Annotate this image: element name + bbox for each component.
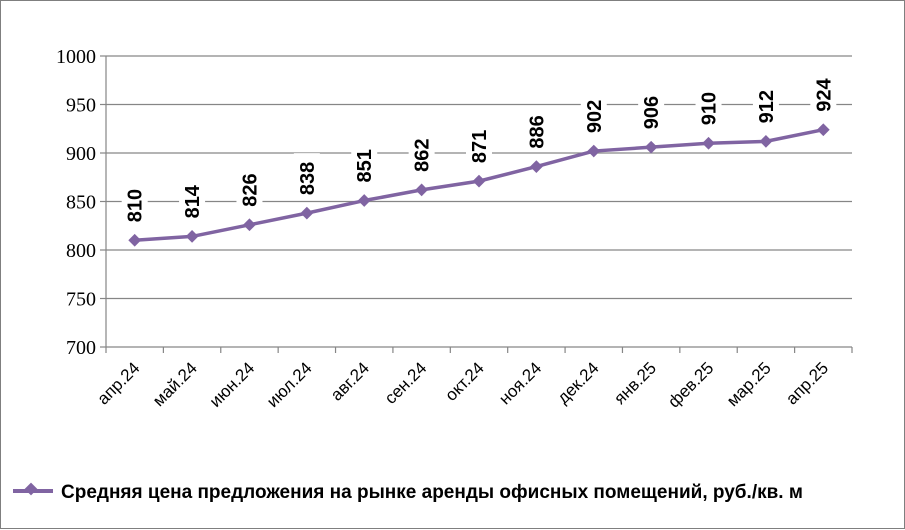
y-tick-label: 700 (66, 337, 96, 359)
data-label-background (179, 176, 206, 221)
x-tick-label: янв.25 (610, 358, 660, 408)
data-label-background (351, 140, 378, 185)
data-label: 838 (297, 162, 319, 195)
y-axis-ticks: 700 750 800 850 900 950 1000 (56, 46, 96, 359)
data-label: 871 (469, 130, 491, 163)
data-point-marker (243, 218, 256, 232)
data-point-marker (816, 123, 830, 137)
data-point-marker (472, 174, 486, 188)
data-point-marker (128, 233, 142, 247)
x-tick-label: фев.25 (664, 358, 717, 411)
data-label-background (523, 106, 550, 151)
data-label-background (638, 87, 665, 132)
y-tick-label: 900 (66, 143, 96, 165)
gridlines (106, 55, 852, 300)
data-point-marker (702, 136, 715, 150)
data-label-background (121, 180, 148, 225)
data-label: 886 (526, 115, 548, 148)
data-point-marker (300, 206, 314, 220)
legend: Средняя цена предложения на рынке аренды… (13, 482, 803, 503)
data-point-marker (357, 194, 371, 207)
data-label-background (236, 164, 263, 209)
x-tick-label: сен.24 (381, 358, 430, 407)
x-tick-label: май.24 (149, 358, 201, 410)
x-tick-label: апр.24 (93, 358, 143, 408)
axes (100, 55, 853, 353)
x-tick-label: дек.24 (553, 358, 602, 407)
x-tick-label: апр.25 (782, 358, 832, 408)
data-label: 826 (239, 173, 261, 206)
data-label: 910 (699, 92, 721, 125)
data-labels: 810 814 826 838 851 862 871 886 902 906 910 912 924 (121, 69, 837, 225)
data-point-marker (530, 160, 543, 173)
x-tick-label: авг.24 (327, 358, 373, 404)
y-tick-label: 800 (66, 240, 96, 262)
data-label-background (293, 153, 320, 198)
data-label: 912 (756, 90, 778, 123)
data-label-background (408, 129, 435, 174)
legend-label: Средняя цена предложения на рынке аренды… (61, 482, 803, 503)
data-label: 902 (584, 100, 606, 133)
series-line (128, 123, 830, 247)
data-label-background (810, 69, 837, 114)
data-label: 924 (813, 77, 835, 111)
x-tick-label: мар.25 (723, 358, 775, 410)
y-tick-label: 850 (66, 192, 96, 214)
y-tick-label: 1000 (56, 46, 96, 68)
data-label: 810 (125, 189, 147, 222)
y-tick-label: 750 (66, 289, 96, 311)
data-label: 851 (354, 149, 376, 182)
x-tick-label: ноя.24 (495, 358, 545, 408)
data-point-marker (185, 230, 199, 243)
data-label-background (580, 91, 607, 136)
data-label: 814 (182, 184, 204, 218)
data-label-background (752, 81, 779, 126)
x-axis-ticks: апр.24 май.24 июн.24 июл.24 авг.24 сен.24 окт.… (93, 358, 832, 411)
data-point-marker (644, 140, 658, 154)
legend-marker-swatch (24, 482, 38, 496)
x-tick-label: июл.24 (263, 358, 316, 411)
data-label-background (466, 121, 492, 166)
data-point-marker (759, 134, 773, 148)
data-label-background (695, 83, 722, 128)
data-label: 906 (641, 96, 663, 129)
y-tick-label: 950 (66, 95, 96, 117)
data-point-marker (415, 183, 428, 197)
x-tick-label: июн.24 (206, 358, 259, 411)
data-label: 862 (412, 138, 434, 171)
x-tick-label: окт.24 (441, 358, 487, 404)
data-point-marker (587, 144, 601, 158)
